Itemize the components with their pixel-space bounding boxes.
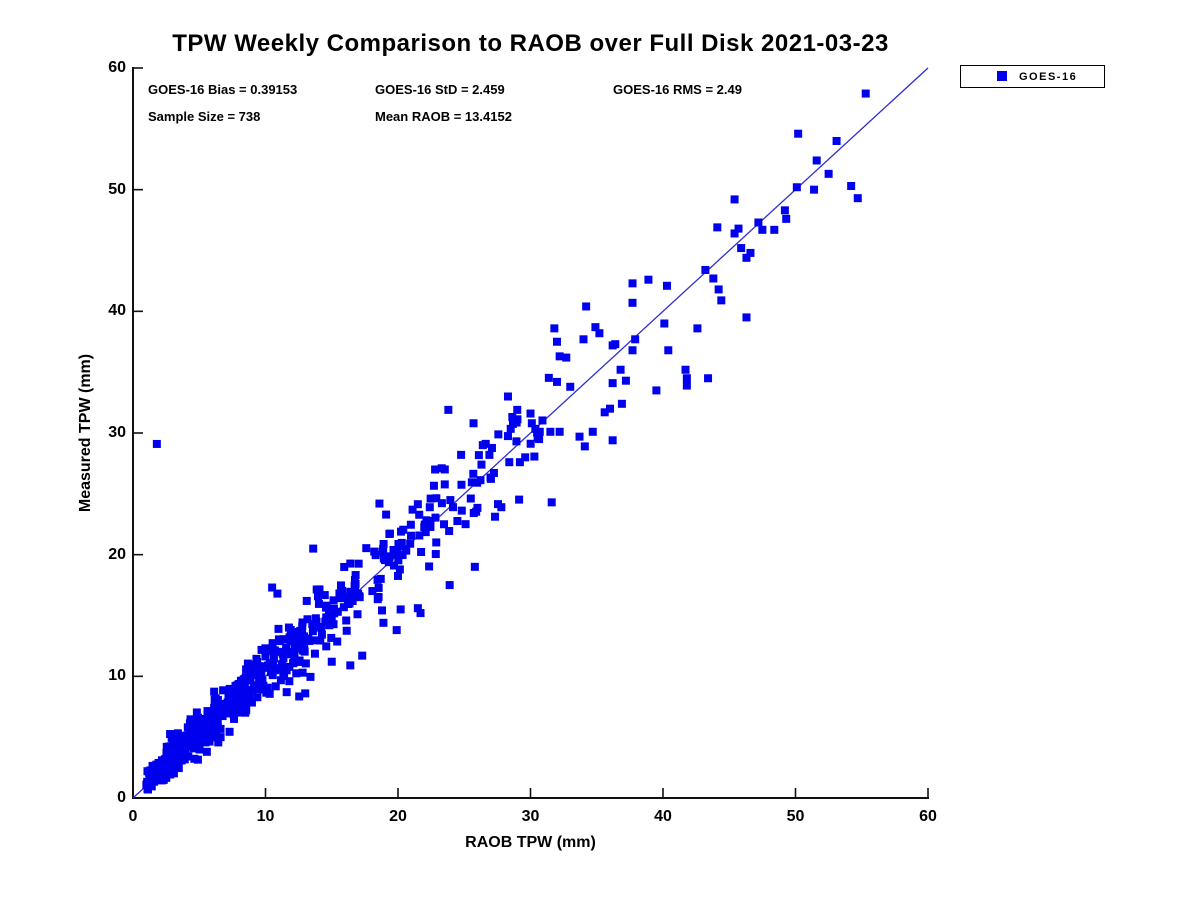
stat-rms: GOES-16 RMS = 2.49 (613, 82, 742, 97)
x-tick-label: 40 (654, 808, 672, 825)
y-tick-label: 0 (117, 789, 126, 806)
x-tick-label: 20 (389, 808, 407, 825)
y-tick-label: 60 (108, 59, 126, 76)
y-tick-label: 10 (108, 667, 126, 685)
stat-sample-size: Sample Size = 738 (148, 109, 261, 124)
stat-std: GOES-16 StD = 2.459 (375, 82, 505, 97)
legend: GOES-16 (960, 65, 1105, 88)
chart-title: TPW Weekly Comparison to RAOB over Full … (172, 30, 889, 57)
stat-bias: GOES-16 Bias = 0.39153 (148, 82, 298, 97)
x-axis-label: RAOB TPW (mm) (465, 834, 596, 851)
legend-marker-icon (997, 71, 1007, 81)
y-axis-label: Measured TPW (mm) (77, 353, 94, 513)
x-tick-label: 30 (521, 808, 540, 825)
y-tick-label: 40 (108, 302, 126, 320)
y-tick-label: 20 (108, 545, 126, 563)
stat-mean-raob: Mean RAOB = 13.4152 (375, 109, 512, 124)
y-tick-label: 30 (108, 424, 126, 441)
x-tick-label: 0 (128, 808, 138, 825)
x-tick-label: 10 (256, 808, 275, 825)
x-tick-label: 50 (786, 808, 805, 825)
y-tick-label: 50 (108, 180, 126, 198)
x-tick-label: 60 (919, 808, 937, 825)
legend-label: GOES-16 (1019, 71, 1078, 83)
